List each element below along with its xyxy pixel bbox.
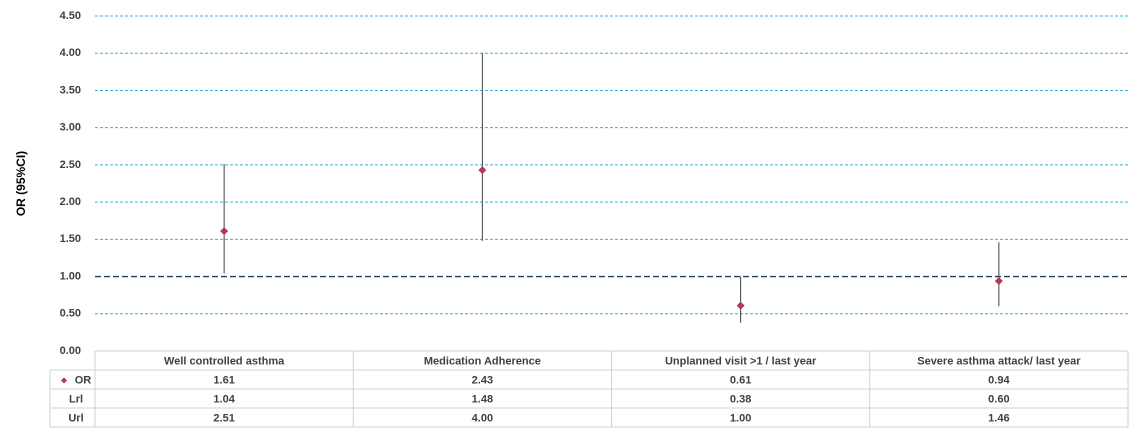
table-value: 1.46 [988,412,1009,424]
table-value: 0.94 [988,374,1010,386]
y-tick-label: 2.50 [60,159,81,171]
y-tick-label: 2.00 [60,196,81,208]
category-label: Severe asthma attack/ last year [917,355,1081,367]
category-label: Unplanned visit >1 / last year [665,355,817,367]
y-tick-label: 4.00 [60,47,81,59]
y-tick-label: 1.00 [60,270,81,282]
or-marker [994,277,1003,286]
legend-key-marker [61,377,67,384]
y-tick-label: 3.00 [60,122,81,134]
table-value: 0.61 [730,374,751,386]
y-tick-label: 3.50 [60,84,81,96]
table-value: 2.51 [213,412,234,424]
table-value: 4.00 [472,412,493,424]
y-tick-label: 0.50 [60,308,81,320]
y-tick-label: 0.00 [60,345,81,357]
table-value: 1.04 [213,393,235,405]
series-label: Lrl [69,393,83,405]
table-value: 0.38 [730,393,751,405]
series-label: OR [75,374,92,386]
or-marker [220,227,229,236]
y-tick-label: 4.50 [60,10,81,22]
or-marker [736,301,745,310]
category-label: Well controlled asthma [164,355,285,367]
table-value: 1.48 [472,393,493,405]
or-marker [478,166,487,175]
category-label: Medication Adherence [424,355,541,367]
table-value: 0.60 [988,393,1009,405]
table-value: 1.00 [730,412,751,424]
y-axis-title: OR (95%CI) [14,151,28,216]
y-tick-label: 1.50 [60,233,81,245]
series-label: Url [68,412,83,424]
table-value: 2.43 [472,374,493,386]
table-value: 1.61 [213,374,234,386]
